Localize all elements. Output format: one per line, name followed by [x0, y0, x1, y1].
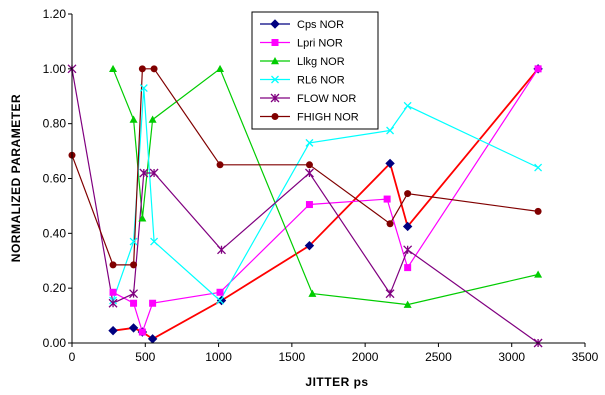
legend: Cps NOR Lpri NOR Llkg NOR RL6 NOR FLOW NOR FH… [251, 11, 379, 130]
data-point-3 [139, 84, 148, 92]
data-point-5 [216, 161, 224, 169]
y-tick-label: 1.00 [43, 62, 67, 76]
data-point-5 [130, 261, 138, 269]
data-point-1 [305, 201, 313, 209]
y-tick-label: 1.20 [43, 7, 67, 21]
data-point-2 [138, 214, 147, 222]
y-axis-title: NORMALIZED PARAMETER [9, 94, 23, 262]
series-line-5 [71, 68, 539, 266]
data-point-1 [404, 264, 412, 272]
data-point-3 [534, 163, 543, 172]
data-point-0 [385, 158, 395, 169]
data-point-3 [150, 237, 159, 246]
data-point-1 [216, 288, 224, 296]
plot-lines [71, 67, 539, 344]
y-tick-label: 0.20 [43, 281, 67, 295]
data-point-5 [138, 65, 146, 73]
data-point-0 [402, 221, 413, 232]
data-point-3 [305, 138, 314, 147]
data-point-3 [129, 237, 138, 246]
data-point-0 [108, 325, 118, 336]
data-point-1 [149, 299, 157, 307]
legend-box [251, 11, 379, 130]
series-line-2 [112, 67, 539, 306]
data-point-2 [534, 270, 543, 278]
data-point-5 [534, 207, 542, 215]
data-point-2 [403, 300, 412, 308]
x-tick-label: 1500 [279, 350, 306, 364]
legend-marker [270, 93, 280, 103]
data-point-5 [386, 220, 394, 228]
y-tick-label: 0.40 [43, 226, 67, 240]
data-point-5 [305, 161, 313, 169]
data-point-4 [108, 298, 118, 308]
data-point-0 [304, 240, 315, 251]
data-point-2 [109, 64, 118, 73]
x-axis-title: JITTER ps [305, 375, 368, 389]
legend-label: RL6 NOR [297, 75, 345, 87]
data-point-2 [129, 115, 138, 123]
x-tick-label: 2500 [425, 350, 452, 364]
data-point-4 [149, 168, 159, 178]
data-point-1 [138, 328, 146, 336]
x-tick-label: 2000 [352, 350, 379, 364]
x-tick-label: 3000 [498, 350, 525, 364]
data-point-2 [216, 64, 225, 73]
y-tick-label: 0.80 [43, 117, 67, 131]
data-point-2 [148, 115, 157, 123]
series-line-4 [71, 68, 539, 344]
data-point-4 [217, 245, 226, 255]
data-point-1 [109, 288, 117, 296]
data-point-1 [130, 299, 138, 307]
ticks: 0.00 0.20 0.40 0.60 0.80 1.00 1.20 0 500 1000 1500… [43, 7, 599, 364]
data-point-4 [403, 245, 413, 255]
legend-label: FLOW NOR [297, 93, 356, 105]
data-point-1 [534, 65, 542, 73]
legend-marker [271, 75, 279, 84]
legend-label: FHIGH NOR [297, 112, 359, 124]
data-point-4 [129, 289, 139, 299]
data-point-4 [385, 289, 395, 299]
legend-marker [271, 113, 279, 120]
data-point-3 [386, 126, 395, 135]
data-point-2 [308, 289, 317, 297]
y-tick-label: 0.60 [43, 172, 67, 186]
data-point-4 [304, 168, 314, 178]
data-point-0 [128, 323, 139, 333]
data-point-5 [404, 190, 412, 198]
legend-label: Llkg NOR [297, 56, 345, 68]
data-point-3 [403, 101, 412, 110]
data-point-4 [139, 168, 149, 178]
data-point-5 [150, 65, 158, 73]
x-tick-label: 0 [69, 350, 76, 364]
legend-marker [271, 57, 279, 65]
plot-markers [67, 64, 543, 348]
legend-marker [270, 19, 280, 29]
x-tick-label: 500 [135, 350, 155, 364]
legend-label: Lpri NOR [297, 38, 343, 50]
legend-marker [271, 39, 279, 46]
x-tick-label: 1000 [205, 350, 232, 364]
data-point-1 [383, 195, 391, 203]
legend-label: Cps NOR [297, 19, 344, 31]
data-point-5 [109, 261, 117, 269]
y-tick-label: 0.00 [43, 336, 67, 350]
x-tick-label: 3500 [572, 350, 599, 364]
data-point-3 [216, 296, 224, 305]
